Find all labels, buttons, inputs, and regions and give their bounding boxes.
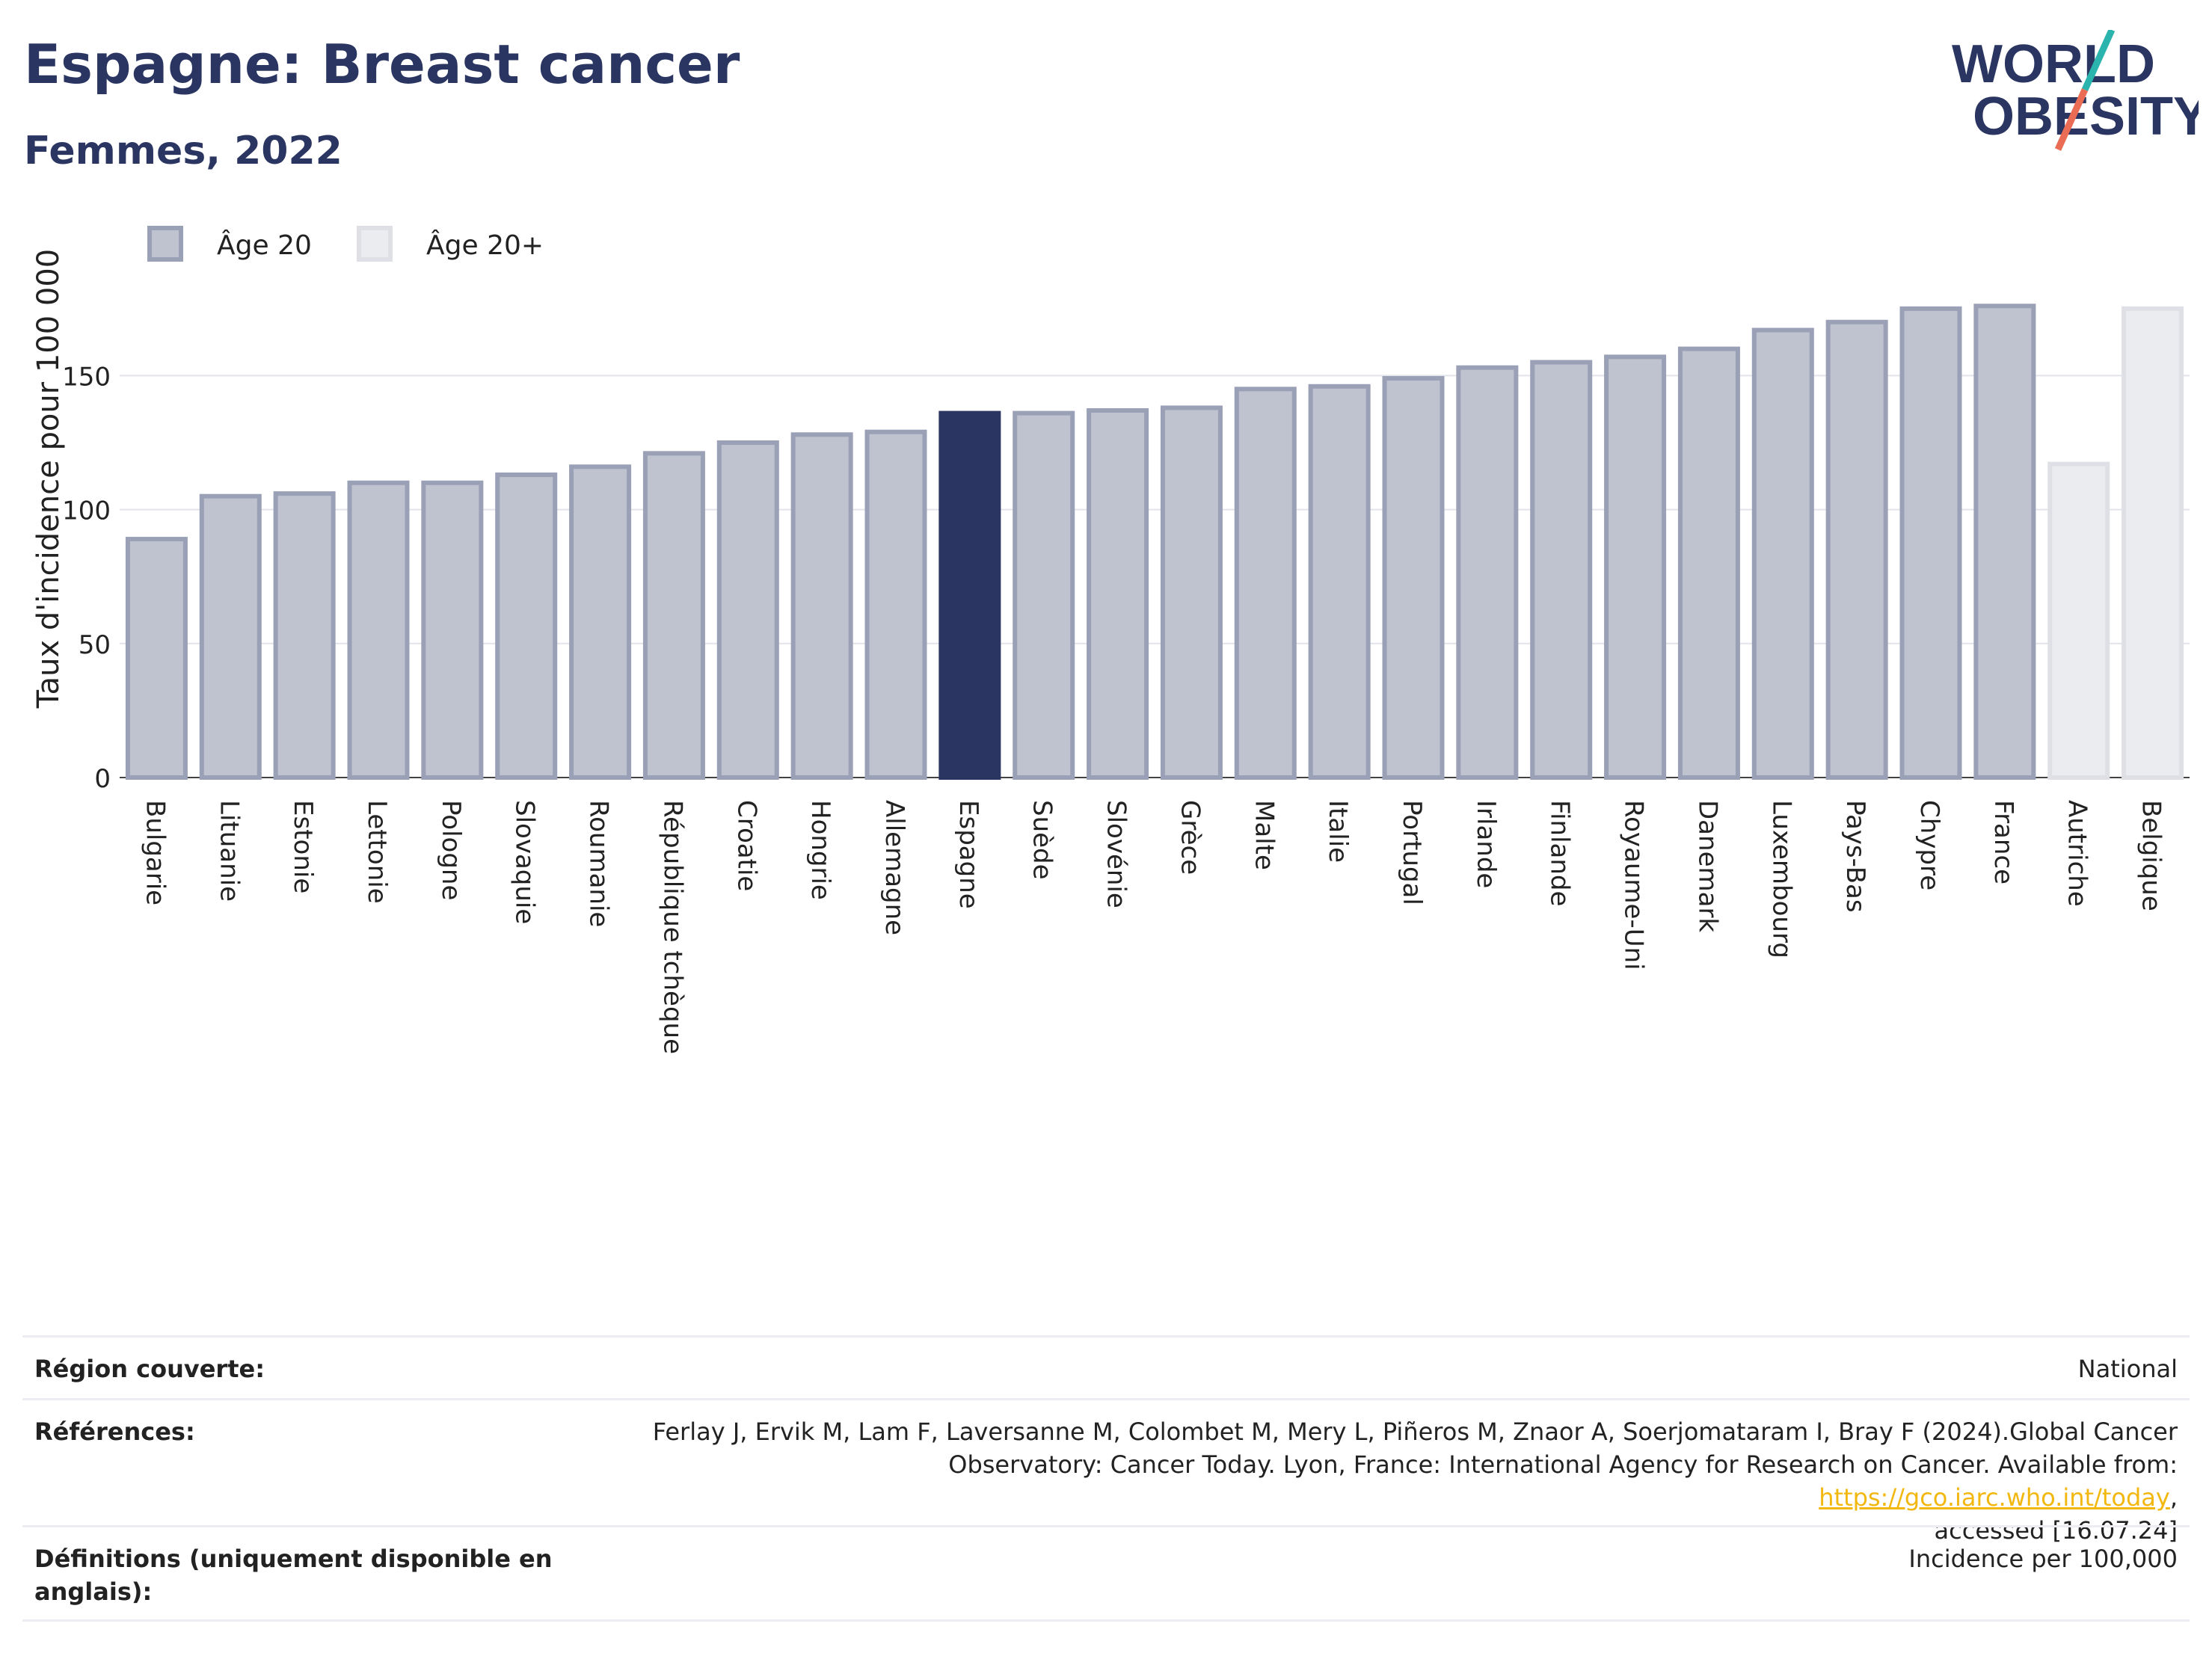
x-tick-label: République tchèque xyxy=(657,800,687,1054)
x-tick-label: Croatie xyxy=(731,800,761,891)
info-row-definitions: Définitions (uniquement disponible en an… xyxy=(22,1525,2190,1622)
bar-allemagne[interactable] xyxy=(864,429,927,780)
bars xyxy=(125,304,2184,781)
references-line-3: accessed [16.07.24] xyxy=(1934,1516,2178,1545)
bar-italie[interactable] xyxy=(1308,384,1371,780)
info-table-bottom-border xyxy=(22,1619,2190,1622)
bar-belgique[interactable] xyxy=(2122,306,2184,780)
y-tick-label: 100 xyxy=(62,496,111,526)
bar-royaume-uni[interactable] xyxy=(1604,354,1667,780)
definitions-value: Incidence per 100,000 xyxy=(1908,1545,2178,1573)
logo-slash-teal xyxy=(2081,30,2116,91)
bar-chart: Âge 20 Âge 20+ 0 50 100 150 Bulgarie Lituanie… xyxy=(31,226,2190,1054)
references-line-2: Observatory: Cancer Today. Lyon, France:… xyxy=(607,1448,2178,1514)
bar-danemark[interactable] xyxy=(1677,346,1740,780)
references-value: Ferlay J, Ervik M, Lam F, Laversanne M, … xyxy=(607,1415,2178,1547)
bar-croatie[interactable] xyxy=(716,440,779,780)
x-tick-label: Pologne xyxy=(436,800,466,900)
bar-luxembourg[interactable] xyxy=(1751,327,1814,780)
chart-title: Espagne: Breast cancer xyxy=(24,33,740,96)
bar-pologne[interactable] xyxy=(421,480,484,781)
x-tick-label: Luxembourg xyxy=(1766,800,1796,958)
y-tick-label: 50 xyxy=(79,630,111,660)
bar-estonie[interactable] xyxy=(273,491,336,780)
info-row-region: Région couverte: National xyxy=(22,1335,2190,1400)
references-link[interactable]: https://gco.iarc.who.int/today xyxy=(1819,1483,2170,1512)
references-label: Références: xyxy=(34,1418,195,1446)
x-tick-label: France xyxy=(1988,800,2018,884)
references-line-1: Ferlay J, Ervik M, Lam F, Laversanne M, … xyxy=(652,1418,2178,1446)
bar-hongrie[interactable] xyxy=(790,432,853,781)
legend-label-2: Âge 20+ xyxy=(426,230,544,261)
x-tick-label: Pays-Bas xyxy=(1840,800,1870,913)
bar-autriche[interactable] xyxy=(2047,461,2110,781)
bar-chypre[interactable] xyxy=(1899,306,1962,780)
x-tick-label: Estonie xyxy=(288,800,318,893)
bar-république-tchèque[interactable] xyxy=(642,451,705,781)
x-tick-label: Slovaquie xyxy=(510,800,540,924)
x-tick-label: Suède xyxy=(1027,800,1057,880)
bar-france[interactable] xyxy=(1973,304,2036,781)
region-label: Région couverte: xyxy=(34,1355,265,1383)
bar-suède[interactable] xyxy=(1013,410,1075,780)
bar-portugal[interactable] xyxy=(1382,376,1445,780)
bar-bulgarie[interactable] xyxy=(125,537,188,780)
x-tick-label: Allemagne xyxy=(879,800,909,935)
bar-slovénie[interactable] xyxy=(1087,408,1149,780)
y-axis-ticks: 0 50 100 150 xyxy=(62,362,111,794)
logo-text-obesity: OBESITY xyxy=(1973,87,2199,147)
legend-swatch-2 xyxy=(357,226,393,262)
x-tick-label: Danemark xyxy=(1692,800,1722,932)
region-value: National xyxy=(2077,1355,2178,1383)
x-tick-label: Finlande xyxy=(1545,800,1575,906)
bar-slovaquie[interactable] xyxy=(495,473,558,780)
x-tick-label: Royaume-Uni xyxy=(1619,800,1649,970)
x-tick-label: Hongrie xyxy=(805,800,835,900)
legend: Âge 20 Âge 20+ xyxy=(147,226,544,262)
x-tick-label: Malte xyxy=(1249,800,1279,870)
bar-finlande[interactable] xyxy=(1530,360,1593,781)
x-tick-label: Slovénie xyxy=(1102,800,1131,908)
legend-label-1: Âge 20 xyxy=(217,230,312,261)
bar-lituanie[interactable] xyxy=(199,493,262,780)
y-axis-label: Taux d'incidence pour 100 000 xyxy=(31,249,66,709)
x-tick-label: Portugal xyxy=(1397,800,1427,905)
x-tick-label: Chypre xyxy=(1914,800,1944,890)
x-tick-label: Belgique xyxy=(2136,800,2166,911)
logo-slash-coral xyxy=(2054,88,2089,151)
x-tick-label: Irlande xyxy=(1471,800,1501,888)
bar-roumanie[interactable] xyxy=(569,464,632,780)
x-tick-label: Lettonie xyxy=(362,800,392,904)
legend-swatch-1 xyxy=(147,226,183,262)
x-axis-labels: Bulgarie Lituanie Estonie Lettonie Pologne Sl… xyxy=(140,800,2166,1054)
x-tick-label: Bulgarie xyxy=(140,800,170,905)
y-tick-label: 0 xyxy=(94,764,111,794)
x-tick-label: Espagne xyxy=(953,800,983,909)
bar-irlande[interactable] xyxy=(1456,365,1519,780)
bar-lettonie[interactable] xyxy=(347,480,410,781)
x-tick-label: Lituanie xyxy=(214,800,244,902)
y-tick-label: 150 xyxy=(62,362,111,392)
x-tick-label: Italie xyxy=(1323,800,1353,863)
bar-grèce[interactable] xyxy=(1160,405,1223,781)
bar-espagne[interactable] xyxy=(938,410,1001,780)
references-line-2-suffix: , xyxy=(2169,1483,2178,1512)
world-obesity-logo: WORLD OBESITY xyxy=(1952,30,2199,151)
bar-malte[interactable] xyxy=(1234,387,1297,780)
info-row-references: Références: Ferlay J, Ervik M, Lam F, La… xyxy=(22,1398,2190,1545)
logo-text-world: WORLD xyxy=(1952,34,2155,94)
x-tick-label: Grèce xyxy=(1175,800,1205,875)
references-line-2-prefix: Observatory: Cancer Today. Lyon, France:… xyxy=(948,1450,2178,1479)
bar-pays-bas[interactable] xyxy=(1825,319,1888,780)
x-tick-label: Roumanie xyxy=(584,800,614,927)
x-tick-label: Autriche xyxy=(2062,800,2092,907)
chart-subtitle: Femmes, 2022 xyxy=(24,129,342,173)
definitions-label: Définitions (uniquement disponible en an… xyxy=(34,1545,553,1606)
